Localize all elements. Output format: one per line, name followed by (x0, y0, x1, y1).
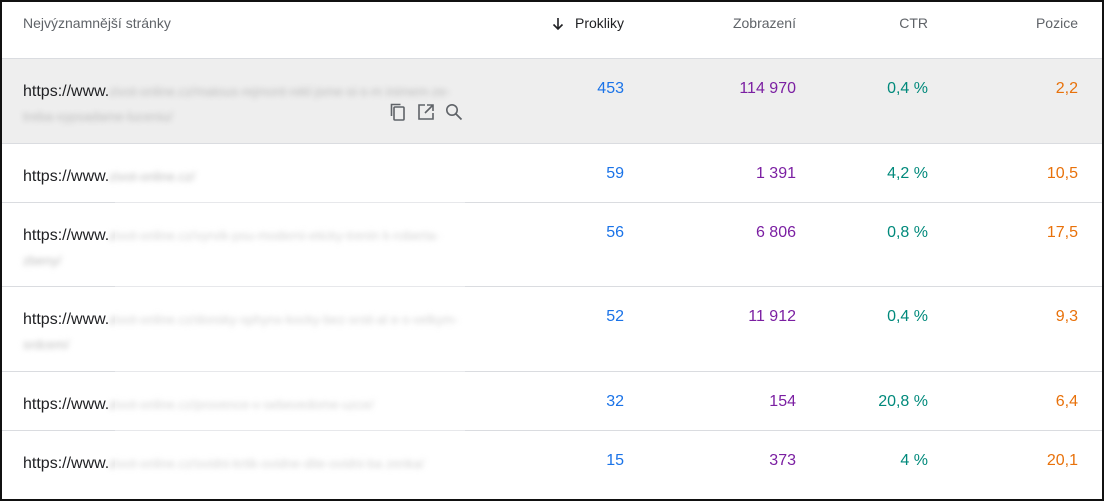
position-value: 20,1 (1046, 452, 1078, 469)
column-header-ctr[interactable]: CTR (899, 15, 928, 31)
copy-icon[interactable] (388, 102, 408, 122)
impressions-value: 1 391 (755, 165, 796, 182)
url-path-redacted: zivot-online.cz/ (109, 169, 196, 184)
url-path-redacted: zivot-online.cz/matous-rejmont-rekl-jsme… (23, 84, 451, 124)
column-header-clicks-label: Prokliky (574, 15, 624, 31)
url-prefix: https://www. (23, 455, 110, 472)
page-url[interactable]: https://www.zivot-online.cz/provence-v-s… (23, 392, 467, 417)
search-icon[interactable] (444, 102, 464, 122)
url-prefix: https://www. (23, 168, 110, 185)
arrow-down-icon (552, 18, 564, 31)
impressions-value: 373 (769, 452, 796, 469)
column-header-page[interactable]: Nejvýznamnější stránky (23, 15, 171, 31)
url-prefix: https://www. (23, 396, 110, 413)
url-path-redacted: zivot-online.cz/provence-v-sebevedome-uz… (109, 397, 374, 412)
position-value: 2,2 (1055, 80, 1078, 97)
column-header-clicks[interactable]: Prokliky (551, 15, 624, 31)
url-path-redacted: zivot-online.cz/donsky-sphynx-kocky-bez-… (23, 312, 459, 352)
column-header-impressions[interactable]: Zobrazení (732, 15, 796, 31)
open-in-new-icon[interactable] (416, 102, 436, 122)
url-path-redacted: zivot-online.cz/ovidni-krtik-ovidne-dite… (109, 456, 425, 471)
page-url[interactable]: https://www.zivot-online.cz/ovidni-krtik… (23, 451, 467, 476)
clicks-value: 15 (606, 452, 624, 469)
table-row[interactable]: https://www.zivot-online.cz/ovidni-krtik… (2, 431, 1102, 499)
url-path-redacted: zivot-online.cz/vyrvik-psu-moderni-etick… (23, 228, 440, 268)
position-value: 17,5 (1046, 224, 1078, 241)
page-url[interactable]: https://www.zivot-online.cz/matous-rejmo… (23, 79, 467, 129)
table-row[interactable]: https://www.zivot-online.cz/donsky-sphyn… (2, 287, 1102, 372)
table-row[interactable]: https://www.zivot-online.cz/vyrvik-psu-m… (2, 203, 1102, 287)
page-url[interactable]: https://www.zivot-online.cz/ (23, 164, 467, 189)
clicks-value: 56 (606, 224, 624, 241)
table-row[interactable]: https://www.zivot-online.cz/matous-rejmo… (2, 59, 1102, 144)
impressions-value: 6 806 (755, 224, 796, 241)
url-prefix: https://www. (23, 83, 110, 100)
clicks-value: 453 (597, 80, 624, 97)
position-value: 6,4 (1055, 393, 1078, 410)
column-header-position[interactable]: Pozice (1035, 15, 1078, 31)
table-row[interactable]: https://www.zivot-online.cz/ 59 1 391 4,… (2, 144, 1102, 203)
ctr-value: 0,4 % (887, 80, 928, 97)
impressions-value: 11 912 (748, 308, 796, 325)
table-row[interactable]: https://www.zivot-online.cz/provence-v-s… (2, 372, 1102, 431)
clicks-value: 32 (606, 393, 624, 410)
page-url[interactable]: https://www.zivot-online.cz/vyrvik-psu-m… (23, 223, 467, 273)
table-header: Nejvýznamnější stránky Prokliky Zobrazen… (2, 2, 1102, 59)
impressions-value: 154 (769, 393, 796, 410)
clicks-value: 52 (606, 308, 624, 325)
clicks-value: 59 (606, 165, 624, 182)
ctr-value: 4 % (900, 452, 928, 469)
ctr-value: 4,2 % (887, 165, 928, 182)
position-value: 10,5 (1046, 165, 1078, 182)
position-value: 9,3 (1055, 308, 1078, 325)
ctr-value: 0,4 % (887, 308, 928, 325)
page-url[interactable]: https://www.zivot-online.cz/donsky-sphyn… (23, 307, 467, 357)
url-prefix: https://www. (23, 311, 110, 328)
row-actions (388, 102, 464, 122)
ctr-value: 0,8 % (887, 224, 928, 241)
url-prefix: https://www. (23, 227, 110, 244)
impressions-value: 114 970 (739, 80, 796, 97)
ctr-value: 20,8 % (878, 393, 928, 410)
